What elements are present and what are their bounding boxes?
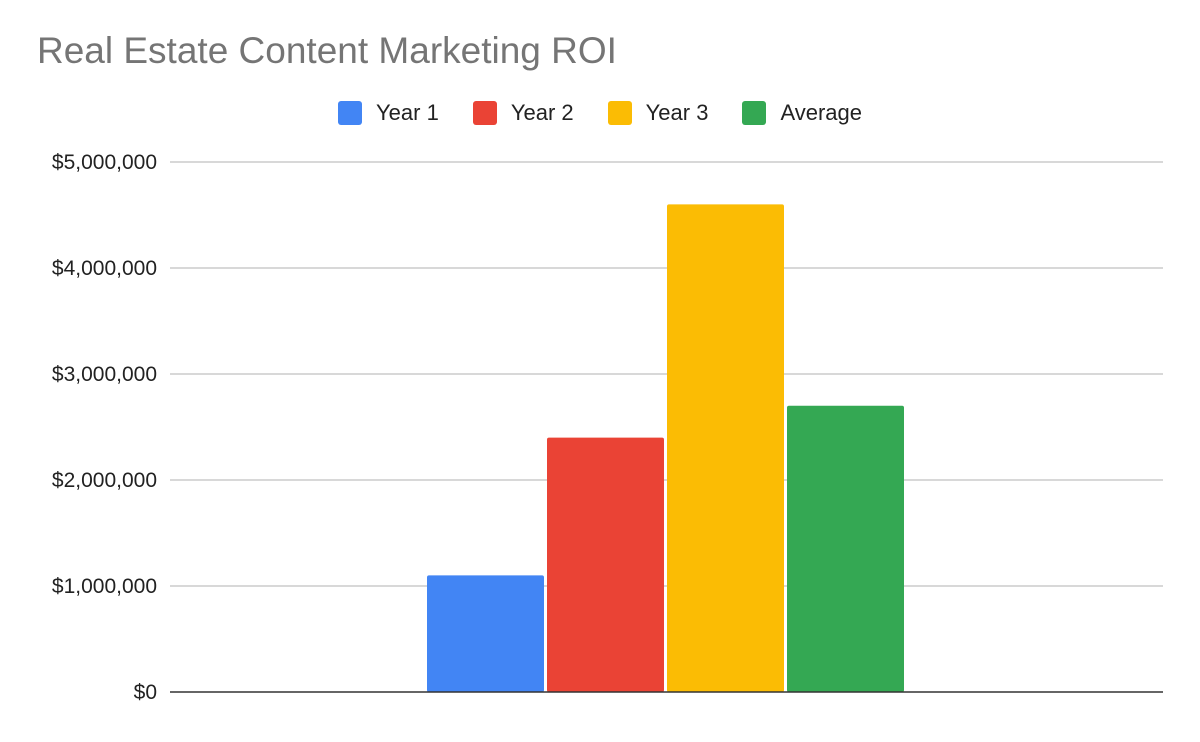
y-tick-label: $2,000,000 [52,469,157,492]
legend-swatch-average [742,101,767,125]
bar-year-3 [667,204,784,692]
chart-title: Real Estate Content Marketing ROI [37,30,617,71]
y-tick-label: $1,000,000 [52,575,157,598]
legend-swatch-year-2 [472,101,497,125]
legend-label-average: Average [780,100,862,125]
legend-label-year-3: Year 3 [645,100,709,125]
bar-year-1 [427,575,544,692]
legend-item-year-3: Year 3 [607,100,709,126]
legend-swatch-year-1 [338,101,362,125]
y-tick-label: $0 [134,681,157,704]
legend-swatch-year-3 [607,101,632,125]
chart-legend: Year 1 Year 2 Year 3 Average [0,98,1200,128]
legend-item-year-2: Year 2 [472,100,574,126]
y-tick-label: $3,000,000 [52,363,157,386]
legend-item-average: Average [742,100,862,126]
legend-item-year-1: Year 1 [338,100,439,126]
legend-label-year-1: Year 1 [376,100,439,125]
legend-label-year-2: Year 2 [510,100,574,125]
y-tick-label: $4,000,000 [52,257,157,280]
y-tick-label: $5,000,000 [52,151,157,174]
bar-year-2 [547,437,664,692]
bar-average [787,405,904,692]
